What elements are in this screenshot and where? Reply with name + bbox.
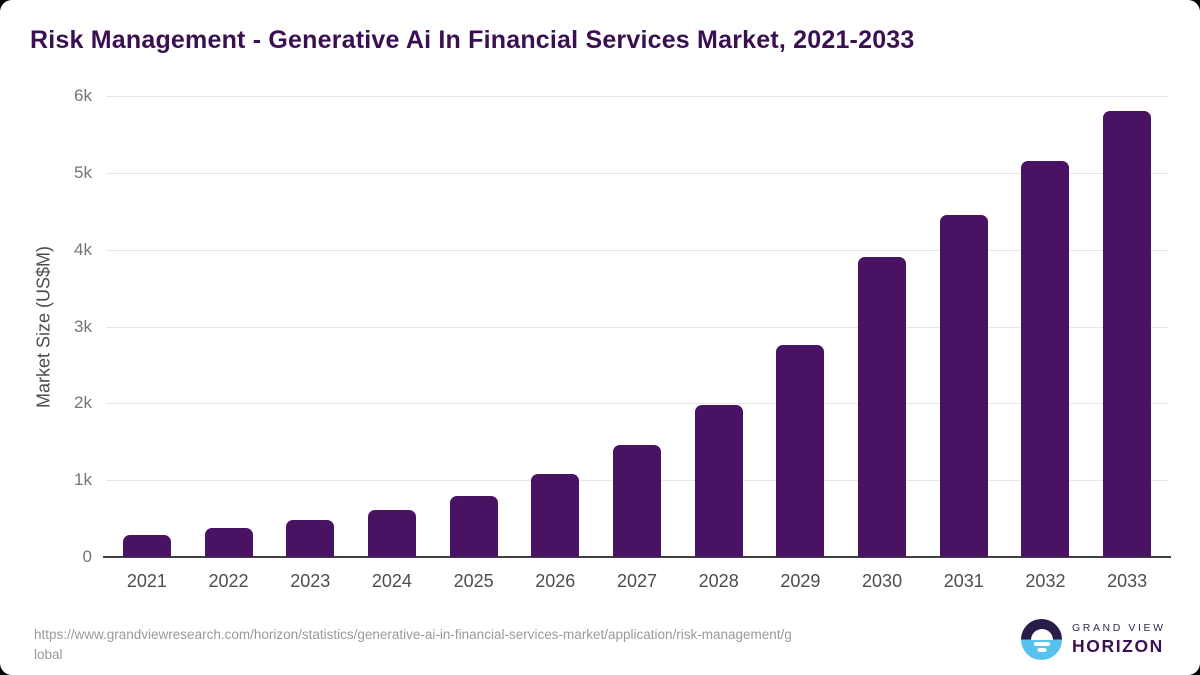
y-tick-label-0: 0 xyxy=(82,547,92,566)
x-tick-label-2033: 2033 xyxy=(1107,571,1148,591)
sun-reflection-bar xyxy=(1033,642,1050,646)
chart-title: Risk Management - Generative Ai In Finan… xyxy=(30,26,915,54)
x-tick-label-2028: 2028 xyxy=(698,571,739,591)
gridline-5k xyxy=(106,172,1168,174)
y-tick-label-6k: 6k xyxy=(74,86,92,105)
x-tick-label-2027: 2027 xyxy=(616,571,658,591)
bar-2033[interactable] xyxy=(1103,110,1152,557)
source-url-line1: https://www.grandviewresearch.com/horizo… xyxy=(34,627,792,642)
source-url: https://www.grandviewresearch.com/horizo… xyxy=(34,625,934,665)
x-axis-line xyxy=(103,556,1171,558)
gridline-4k xyxy=(106,249,1168,251)
y-tick-label-5k: 5k xyxy=(74,162,92,182)
bar-2021[interactable] xyxy=(122,534,171,557)
sun-reflection-bar xyxy=(1037,648,1046,652)
y-tick-label-4k: 4k xyxy=(74,239,92,259)
bar-2026[interactable] xyxy=(531,473,580,557)
source-url-line2: lobal xyxy=(34,647,63,662)
bar-2023[interactable] xyxy=(286,520,335,557)
gridline-3k xyxy=(106,326,1168,328)
x-tick-label-2026: 2026 xyxy=(535,571,576,591)
x-tick-label-2024: 2024 xyxy=(371,571,412,591)
x-tick-label-2021: 2021 xyxy=(126,571,167,591)
bar-2024[interactable] xyxy=(367,510,416,557)
bar-2022[interactable] xyxy=(204,528,253,557)
brand-name-top: GRAND VIEW xyxy=(1072,622,1166,634)
y-tick-label-3k: 3k xyxy=(74,316,92,336)
brand-name-bottom: HORIZON xyxy=(1072,636,1164,656)
bar-2032[interactable] xyxy=(1021,160,1070,557)
x-tick-label-2029: 2029 xyxy=(780,571,821,591)
sun-icon xyxy=(1030,628,1053,640)
plot-area: 0 1k 2k 3k 4k 5k 6k 2021 2022 2023 2024 2025 2026 202… xyxy=(74,86,1171,591)
bar-2029[interactable] xyxy=(776,344,825,557)
bar-2030[interactable] xyxy=(858,256,907,557)
bar-2028[interactable] xyxy=(694,404,743,557)
x-tick-label-2022: 2022 xyxy=(208,571,249,591)
x-tick-label-2032: 2032 xyxy=(1025,571,1066,591)
brand-logo[interactable]: GRAND VIEW HORIZON xyxy=(1021,619,1166,660)
brand-text: GRAND VIEW HORIZON xyxy=(1072,622,1166,657)
x-tick-label-2031: 2031 xyxy=(943,571,984,591)
x-tick-label-2025: 2025 xyxy=(453,571,494,591)
y-tick-label-1k: 1k xyxy=(74,470,92,490)
x-tick-label-2023: 2023 xyxy=(290,571,331,591)
bar-2027[interactable] xyxy=(613,445,661,557)
horizon-logo-icon xyxy=(1021,619,1062,660)
bar-2031[interactable] xyxy=(939,215,988,557)
x-tick-label-2030: 2030 xyxy=(862,571,903,591)
y-tick-label-2k: 2k xyxy=(74,393,92,413)
gridline-6k xyxy=(106,96,1168,97)
gridline-2k xyxy=(106,403,1168,405)
bar-2025[interactable] xyxy=(449,495,498,557)
